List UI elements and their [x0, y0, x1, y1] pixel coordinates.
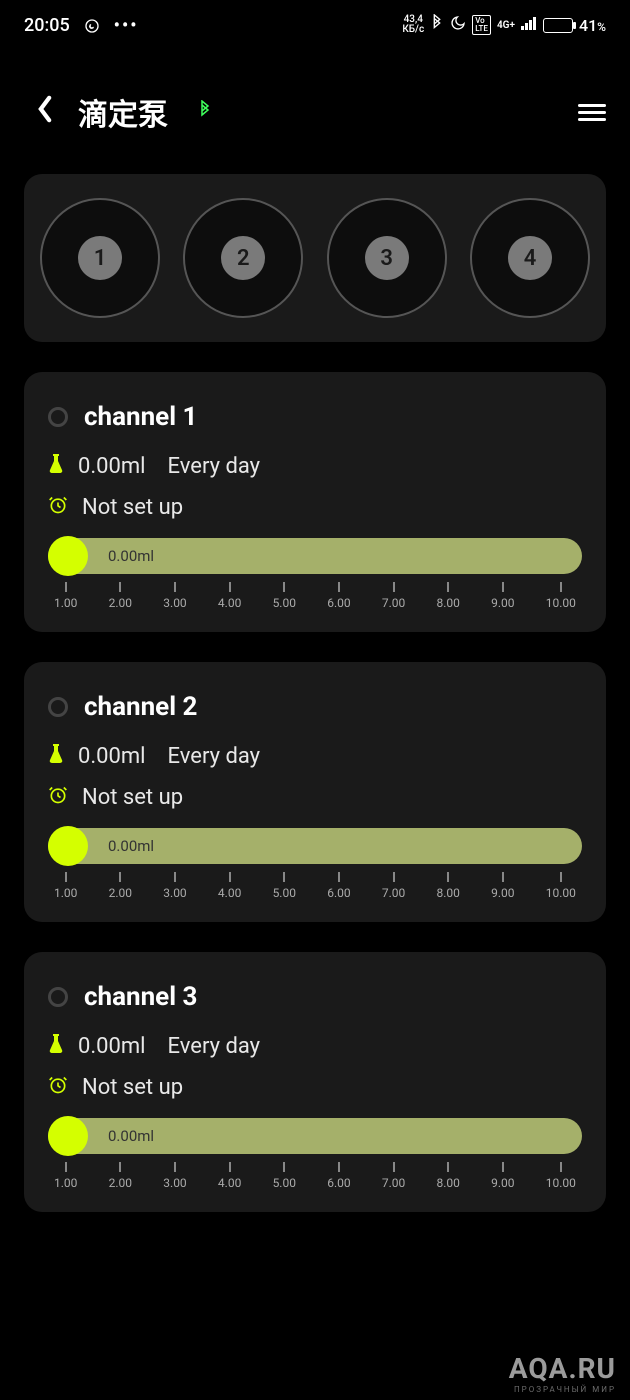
bluetooth-connected-icon: [198, 100, 212, 125]
slider-thumb[interactable]: [48, 536, 88, 576]
channel-circle-2[interactable]: 2: [183, 198, 303, 318]
channel-card-1[interactable]: channel 1 0.00ml Every day Not set up 0.00ml…: [24, 372, 606, 632]
status-right: 43,4 КБ/с VoLTE 4G+ 41%: [402, 14, 606, 36]
slider-thumb[interactable]: [48, 1116, 88, 1156]
slider-tick: 7.00: [382, 1162, 405, 1190]
slider-tick: 10.00: [546, 872, 576, 900]
slider-tick: 8.00: [436, 1162, 459, 1190]
slider-tick: 6.00: [327, 872, 350, 900]
channel-name: channel 3: [84, 982, 197, 1012]
slider-tick: 10.00: [546, 1162, 576, 1190]
channel-circle-number: 2: [221, 236, 265, 280]
slider-tick: 1.00: [54, 582, 77, 610]
back-button[interactable]: [36, 95, 54, 130]
slider-tick: 2.00: [109, 872, 132, 900]
slider-ticks: 1.00 2.00 3.00 4.00 5.00 6.00 7.00 8.00 9.00 10.0…: [48, 582, 582, 610]
channel-alarm-status: Not set up: [82, 495, 183, 520]
volume-slider[interactable]: 0.00ml: [48, 538, 582, 574]
app-header: 滴定泵: [0, 50, 630, 174]
slider-tick: 2.00: [109, 1162, 132, 1190]
signal-bars-icon: [521, 16, 537, 34]
slider-tick: 6.00: [327, 1162, 350, 1190]
alarm-icon: [48, 785, 68, 810]
slider-tick: 9.00: [491, 582, 514, 610]
status-time: 20:05: [24, 15, 70, 36]
channel-radio-indicator: [48, 987, 68, 1007]
slider-tick: 2.00: [109, 582, 132, 610]
channel-selector-panel: 1 2 3 4: [24, 174, 606, 342]
slider-value-label: 0.00ml: [108, 547, 154, 565]
channel-circle-number: 4: [508, 236, 552, 280]
slider-tick: 3.00: [163, 872, 186, 900]
channel-schedule: Every day: [168, 1034, 261, 1059]
alarm-icon: [48, 495, 68, 520]
slider-tick: 5.00: [273, 582, 296, 610]
channel-circle-1[interactable]: 1: [40, 198, 160, 318]
channel-volume: 0.00ml: [78, 744, 146, 769]
slider-tick: 1.00: [54, 872, 77, 900]
slider-tick: 4.00: [218, 1162, 241, 1190]
slider-tick: 9.00: [491, 872, 514, 900]
slider-tick: 4.00: [218, 582, 241, 610]
channel-volume: 0.00ml: [78, 454, 146, 479]
channel-radio-indicator: [48, 407, 68, 427]
channel-alarm-status: Not set up: [82, 1075, 183, 1100]
slider-tick: 8.00: [436, 582, 459, 610]
status-bar: 20:05 ••• 43,4 КБ/с VoLTE 4G+ 41%: [0, 0, 630, 50]
slider-tick: 3.00: [163, 582, 186, 610]
slider-tick: 10.00: [546, 582, 576, 610]
menu-button[interactable]: [578, 104, 606, 121]
whatsapp-icon: [84, 15, 100, 36]
alarm-icon: [48, 1075, 68, 1100]
channel-circle-4[interactable]: 4: [470, 198, 590, 318]
battery-percent: 41%: [579, 16, 606, 35]
flask-icon: [48, 454, 64, 479]
slider-tick: 9.00: [491, 1162, 514, 1190]
channel-card-3[interactable]: channel 3 0.00ml Every day Not set up 0.00ml…: [24, 952, 606, 1212]
page-title: 滴定泵: [78, 90, 168, 134]
channel-schedule: Every day: [168, 454, 261, 479]
flask-icon: [48, 744, 64, 769]
status-left: 20:05 •••: [24, 15, 139, 36]
slider-tick: 8.00: [436, 872, 459, 900]
channel-volume: 0.00ml: [78, 1034, 146, 1059]
channel-schedule: Every day: [168, 744, 261, 769]
slider-tick: 7.00: [382, 582, 405, 610]
slider-tick: 6.00: [327, 582, 350, 610]
slider-tick: 5.00: [273, 1162, 296, 1190]
signal-4g-icon: 4G+: [497, 20, 515, 31]
slider-value-label: 0.00ml: [108, 1127, 154, 1145]
bluetooth-icon: [430, 14, 444, 36]
slider-tick: 5.00: [273, 872, 296, 900]
volte-icon: VoLTE: [472, 15, 491, 35]
channel-card-2[interactable]: channel 2 0.00ml Every day Not set up 0.00ml…: [24, 662, 606, 922]
slider-tick: 7.00: [382, 872, 405, 900]
network-speed: 43,4 КБ/с: [402, 15, 424, 35]
channel-radio-indicator: [48, 697, 68, 717]
channel-circle-3[interactable]: 3: [327, 198, 447, 318]
channel-name: channel 1: [84, 402, 197, 432]
channel-alarm-status: Not set up: [82, 785, 183, 810]
channel-name: channel 2: [84, 692, 197, 722]
slider-value-label: 0.00ml: [108, 837, 154, 855]
slider-thumb[interactable]: [48, 826, 88, 866]
volume-slider[interactable]: 0.00ml: [48, 828, 582, 864]
channel-circle-number: 3: [365, 236, 409, 280]
slider-tick: 4.00: [218, 872, 241, 900]
volume-slider[interactable]: 0.00ml: [48, 1118, 582, 1154]
channel-circle-number: 1: [78, 236, 122, 280]
battery-icon: [543, 18, 573, 33]
slider-ticks: 1.00 2.00 3.00 4.00 5.00 6.00 7.00 8.00 9.00 10.0…: [48, 1162, 582, 1190]
slider-tick: 3.00: [163, 1162, 186, 1190]
dnd-icon: [450, 15, 466, 35]
slider-ticks: 1.00 2.00 3.00 4.00 5.00 6.00 7.00 8.00 9.00 10.0…: [48, 872, 582, 900]
watermark: AQA.RU ПРОЗРАЧНЫЙ МИР: [509, 1352, 616, 1394]
slider-tick: 1.00: [54, 1162, 77, 1190]
flask-icon: [48, 1034, 64, 1059]
more-icon: •••: [114, 15, 139, 36]
